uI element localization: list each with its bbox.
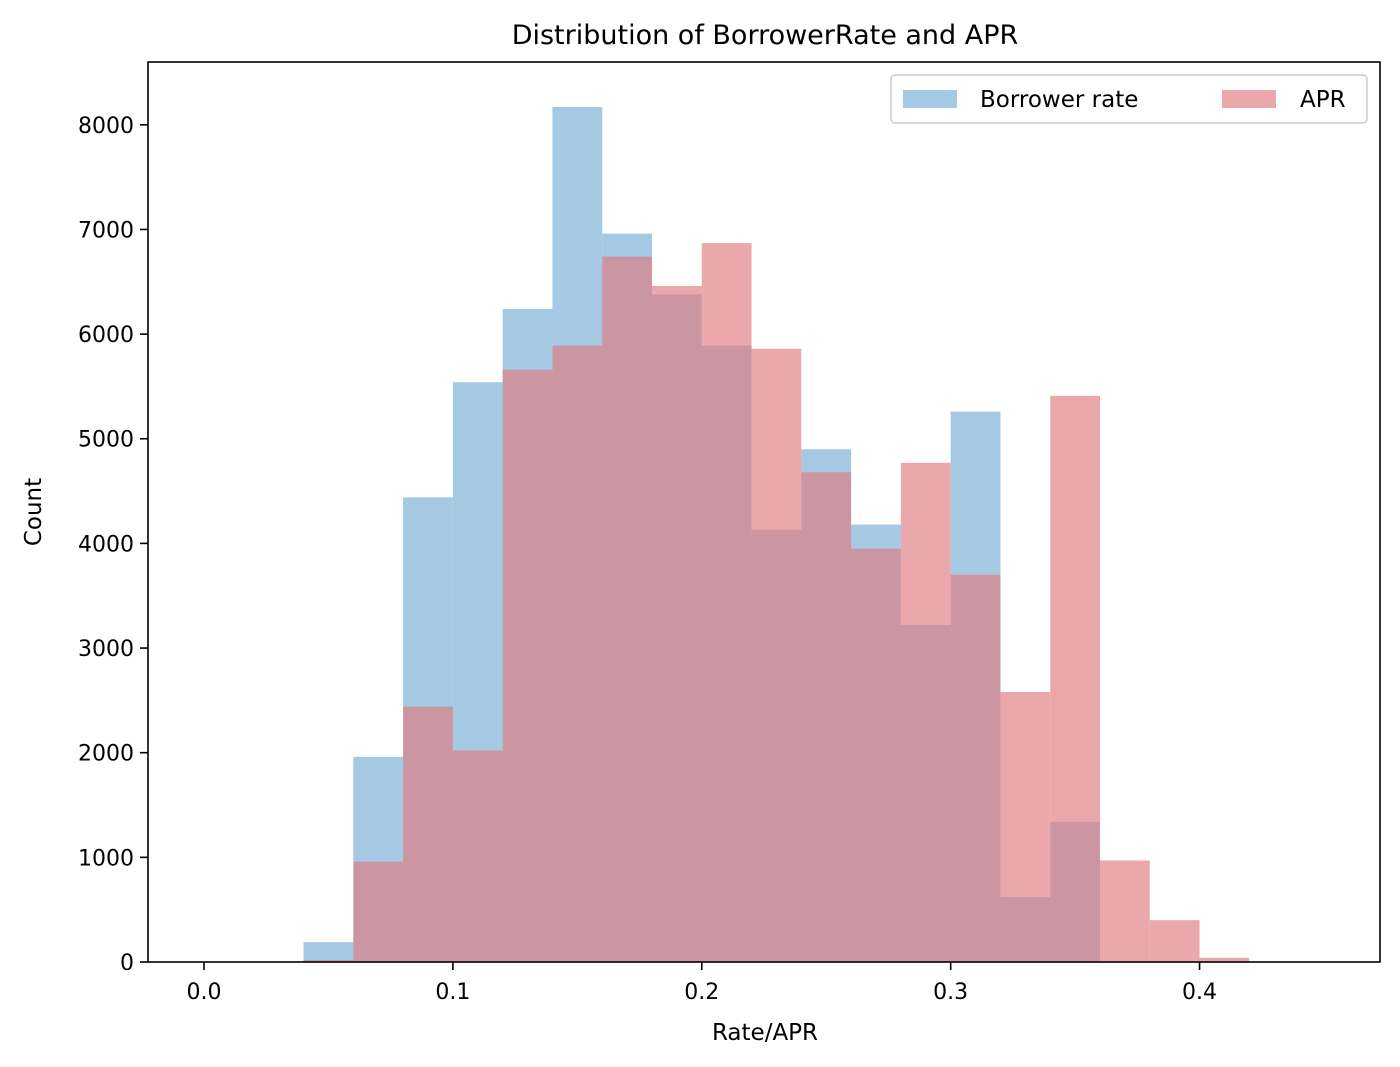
x-tick-label: 0.4: [1182, 980, 1217, 1005]
bar-apr-11: [851, 548, 901, 962]
bar-apr-2: [403, 706, 453, 962]
y-tick-label: 1000: [78, 846, 134, 871]
bar-apr-3: [452, 750, 503, 962]
chart-title: Distribution of BorrowerRate and APR: [512, 20, 1019, 51]
bar-apr-4: [502, 369, 553, 962]
bar-apr-13: [950, 574, 1001, 962]
series-apr: [303, 243, 1250, 963]
legend-label-apr: APR: [1300, 87, 1346, 113]
bar-apr-5: [552, 345, 603, 963]
y-tick-label: 3000: [78, 637, 134, 662]
y-tick-label: 8000: [78, 114, 134, 139]
y-tick-label: 7000: [78, 218, 134, 243]
bar-apr-17: [1149, 920, 1200, 962]
y-axis-ticks: 0 1000 2000 3000 4000 5000 6000 7000 8000: [78, 114, 148, 976]
bar-borrower-rate-0: [303, 942, 354, 962]
x-tick-label: 0.0: [187, 980, 222, 1005]
x-axis-label: Rate/APR: [712, 1020, 818, 1046]
plot-frame: [147, 61, 1381, 963]
bar-apr-12: [900, 462, 951, 962]
legend-swatch-apr: [1222, 90, 1276, 108]
bars-layer: [303, 107, 1250, 963]
y-tick-label: 0: [120, 951, 134, 976]
bar-apr-0: [303, 959, 354, 962]
bar-apr-1: [353, 861, 404, 962]
y-tick-label: 2000: [78, 742, 134, 767]
bar-apr-14: [1000, 692, 1051, 962]
y-axis-label: Count: [21, 478, 47, 546]
y-tick-label: 5000: [78, 428, 134, 453]
legend-swatch-borrower-rate: [903, 90, 957, 108]
bar-apr-8: [701, 243, 752, 962]
chart-legend: Borrower rate APR: [890, 74, 1368, 124]
bar-apr-7: [652, 285, 702, 962]
bar-apr-15: [1050, 395, 1100, 962]
legend-label-borrower-rate: Borrower rate: [980, 87, 1138, 113]
x-tick-label: 0.2: [684, 980, 719, 1005]
bar-apr-18: [1199, 957, 1250, 962]
x-tick-label: 0.3: [933, 980, 968, 1005]
bar-apr-9: [751, 348, 802, 963]
bar-apr-16: [1100, 860, 1150, 962]
bar-apr-6: [602, 256, 652, 963]
bar-apr-10: [801, 472, 852, 962]
y-tick-label: 6000: [78, 323, 134, 348]
legend-box: [890, 74, 1368, 124]
y-tick-label: 4000: [78, 532, 134, 557]
x-tick-label: 0.1: [435, 980, 470, 1005]
x-axis-ticks: 0.0 0.1 0.2 0.3 0.4: [187, 962, 1217, 1005]
